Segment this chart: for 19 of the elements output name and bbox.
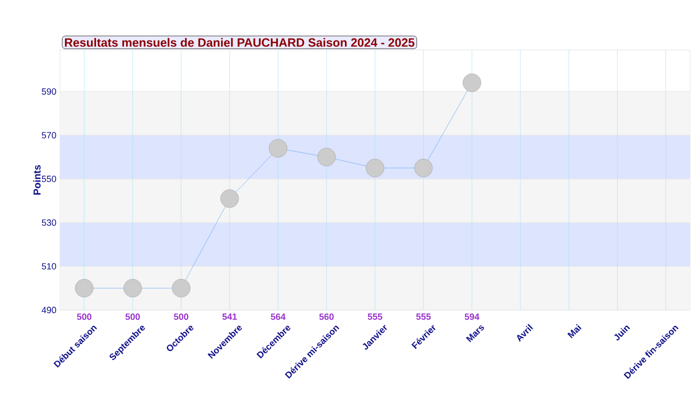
y-tick-label: 570 [42, 132, 56, 138]
data-label: 564 [270, 314, 286, 320]
data-label: 594 [464, 314, 480, 320]
x-tick-label: Mai [567, 324, 582, 338]
data-label: 500 [125, 314, 140, 320]
y-axis-title: Points [33, 165, 41, 195]
y-tick-label: 530 [42, 219, 56, 226]
data-label: 500 [77, 314, 92, 320]
y-tick-label: 510 [42, 263, 56, 270]
data-label: 541 [222, 314, 237, 320]
y-tick-label: 550 [42, 176, 56, 182]
data-label: 555 [368, 314, 382, 320]
data-label: 500 [174, 314, 188, 320]
chart-title: Resultats mensuels de Daniel PAUCHARD Saison 2024 - 2025 [65, 38, 414, 47]
y-tick-label: 490 [42, 306, 56, 314]
data-label: 560 [319, 314, 334, 320]
x-tick-label: Juin [614, 326, 630, 340]
data-label: 555 [416, 314, 431, 320]
y-tick-label: 590 [42, 88, 56, 95]
